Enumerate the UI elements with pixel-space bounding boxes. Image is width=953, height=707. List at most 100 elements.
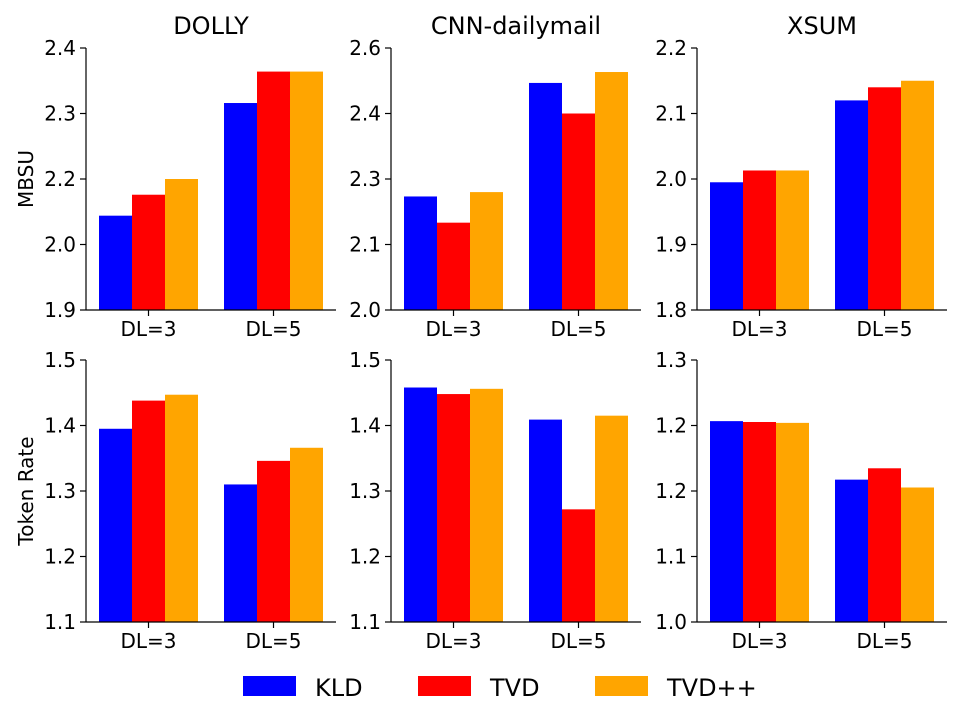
bar-kld-dl5 xyxy=(224,103,257,311)
y-tick-label: 1.2 xyxy=(349,545,381,569)
y-tick-label: 1.2 xyxy=(44,545,76,569)
x-tick-label: DL=5 xyxy=(550,317,606,341)
y-tick-label: 2.3 xyxy=(44,102,76,126)
legend-label: TVD++ xyxy=(666,674,757,702)
bar-tvdplusplus-dl3 xyxy=(165,394,198,622)
chart-panel-5: 1.1 1.2 1.3 1.4 1.5 DL=3 DL=5 xyxy=(349,348,641,653)
x-tick-label: DL=5 xyxy=(856,317,912,341)
y-tick-label: 2.2 xyxy=(655,36,687,60)
chart-panel-6: 1.0 1.1 1.2 1.2 1.3 DL=3 DL=5 xyxy=(655,348,947,653)
bar-kld-dl5 xyxy=(224,484,257,622)
bar-tvd-dl5 xyxy=(257,460,290,622)
x-tick-label: DL=3 xyxy=(731,317,787,341)
legend-swatch xyxy=(418,676,471,696)
y-tick-label: 2.0 xyxy=(655,167,687,191)
y-axis-label: Token Rate xyxy=(14,436,38,546)
chart-panel-1: 1.9 2.0 2.2 2.3 2.4 DL=3 DL=5 DOLLY MBSU xyxy=(14,12,336,341)
bar-tvd-dl5 xyxy=(868,87,901,310)
chart-title: XSUM xyxy=(787,12,857,40)
y-tick-label: 2.3 xyxy=(349,167,381,191)
bar-tvd-dl3 xyxy=(743,422,776,622)
legend-item-tvd: TVD xyxy=(418,674,540,702)
y-tick-label: 2.2 xyxy=(44,167,76,191)
chart-panel-3: 1.8 1.9 2.0 2.1 2.2 DL=3 DL=5 XSUM xyxy=(655,12,947,341)
y-tick-label: 2.1 xyxy=(655,102,687,126)
bar-kld-dl3 xyxy=(404,387,437,622)
x-tick-label: DL=5 xyxy=(550,629,606,653)
x-tick-label: DL=5 xyxy=(245,629,301,653)
x-tick-label: DL=3 xyxy=(425,629,481,653)
bar-tvdplusplus-dl5 xyxy=(595,415,628,622)
chart-panel-4: 1.1 1.2 1.3 1.4 1.5 DL=3 DL=5 Token Rate xyxy=(14,348,336,653)
x-tick-label: DL=3 xyxy=(120,317,176,341)
y-tick-label: 1.5 xyxy=(349,348,381,372)
bar-tvdplusplus-dl3 xyxy=(470,192,503,310)
bar-tvdplusplus-dl3 xyxy=(165,179,198,310)
bar-tvd-dl3 xyxy=(132,194,165,310)
bar-tvdplusplus-dl5 xyxy=(290,71,323,310)
y-tick-label: 1.9 xyxy=(655,233,687,257)
bar-kld-dl3 xyxy=(710,182,743,310)
bar-tvdplusplus-dl5 xyxy=(901,487,934,622)
y-tick-label: 2.4 xyxy=(44,36,76,60)
bar-tvdplusplus-dl3 xyxy=(470,388,503,622)
bar-tvdplusplus-dl5 xyxy=(595,72,628,311)
x-tick-label: DL=3 xyxy=(731,629,787,653)
chart-title: CNN-dailymail xyxy=(431,12,601,40)
bar-tvd-dl3 xyxy=(437,222,470,310)
bar-kld-dl3 xyxy=(710,421,743,622)
legend-item-tvdplusplus: TVD++ xyxy=(595,674,757,702)
bar-kld-dl3 xyxy=(404,196,437,310)
y-tick-label: 2.4 xyxy=(349,102,381,126)
y-axis-label: MBSU xyxy=(14,150,38,208)
chart-panel-2: 2.0 2.1 2.3 2.4 2.6 DL=3 DL=5 CNN-dailymail xyxy=(349,12,641,341)
bar-tvd-dl5 xyxy=(562,509,595,622)
y-tick-label: 1.4 xyxy=(349,414,381,438)
y-tick-label: 1.1 xyxy=(349,610,381,634)
bar-tvdplusplus-dl5 xyxy=(290,447,323,622)
legend-label: KLD xyxy=(315,674,363,702)
y-tick-label: 1.8 xyxy=(655,298,687,322)
legend-swatch xyxy=(243,676,296,696)
y-tick-label: 1.2 xyxy=(655,414,687,438)
y-tick-label: 2.0 xyxy=(44,233,76,257)
chart-panels: 1.9 2.0 2.2 2.3 2.4 DL=3 DL=5 DOLLY MBSU 2.0 2.1 2.… xyxy=(14,12,947,653)
legend-label: TVD xyxy=(489,674,540,702)
x-tick-label: DL=5 xyxy=(856,629,912,653)
y-tick-label: 1.4 xyxy=(44,414,76,438)
y-tick-label: 2.1 xyxy=(349,233,381,257)
chart-title: DOLLY xyxy=(173,12,249,40)
bar-kld-dl5 xyxy=(529,419,562,622)
bar-kld-dl5 xyxy=(835,100,868,311)
bar-tvdplusplus-dl3 xyxy=(776,422,809,622)
bar-kld-dl3 xyxy=(99,215,132,310)
bar-tvdplusplus-dl5 xyxy=(901,80,934,310)
bar-tvd-dl5 xyxy=(562,113,595,310)
bar-tvdplusplus-dl3 xyxy=(776,170,809,310)
x-tick-label: DL=3 xyxy=(425,317,481,341)
legend-item-kld: KLD xyxy=(243,674,363,702)
y-tick-label: 1.3 xyxy=(44,479,76,503)
y-tick-label: 1.9 xyxy=(44,298,76,322)
x-tick-label: DL=3 xyxy=(120,629,176,653)
y-tick-label: 1.5 xyxy=(44,348,76,372)
y-tick-label: 2.6 xyxy=(349,36,381,60)
y-tick-label: 1.3 xyxy=(655,348,687,372)
y-tick-label: 1.0 xyxy=(655,610,687,634)
bar-tvd-dl5 xyxy=(257,71,290,310)
legend-swatch xyxy=(595,676,648,696)
bar-kld-dl5 xyxy=(835,479,868,622)
y-tick-label: 1.1 xyxy=(44,610,76,634)
y-tick-label: 1.3 xyxy=(349,479,381,503)
y-tick-label: 1.1 xyxy=(655,545,687,569)
x-tick-label: DL=5 xyxy=(245,317,301,341)
bar-tvd-dl3 xyxy=(743,170,776,310)
legend: KLD TVD TVD++ xyxy=(243,674,757,702)
bar-tvd-dl5 xyxy=(868,468,901,622)
y-tick-label: 1.2 xyxy=(655,479,687,503)
bar-kld-dl5 xyxy=(529,82,562,310)
bar-tvd-dl3 xyxy=(437,394,470,622)
bar-kld-dl3 xyxy=(99,428,132,622)
bar-tvd-dl3 xyxy=(132,400,165,622)
